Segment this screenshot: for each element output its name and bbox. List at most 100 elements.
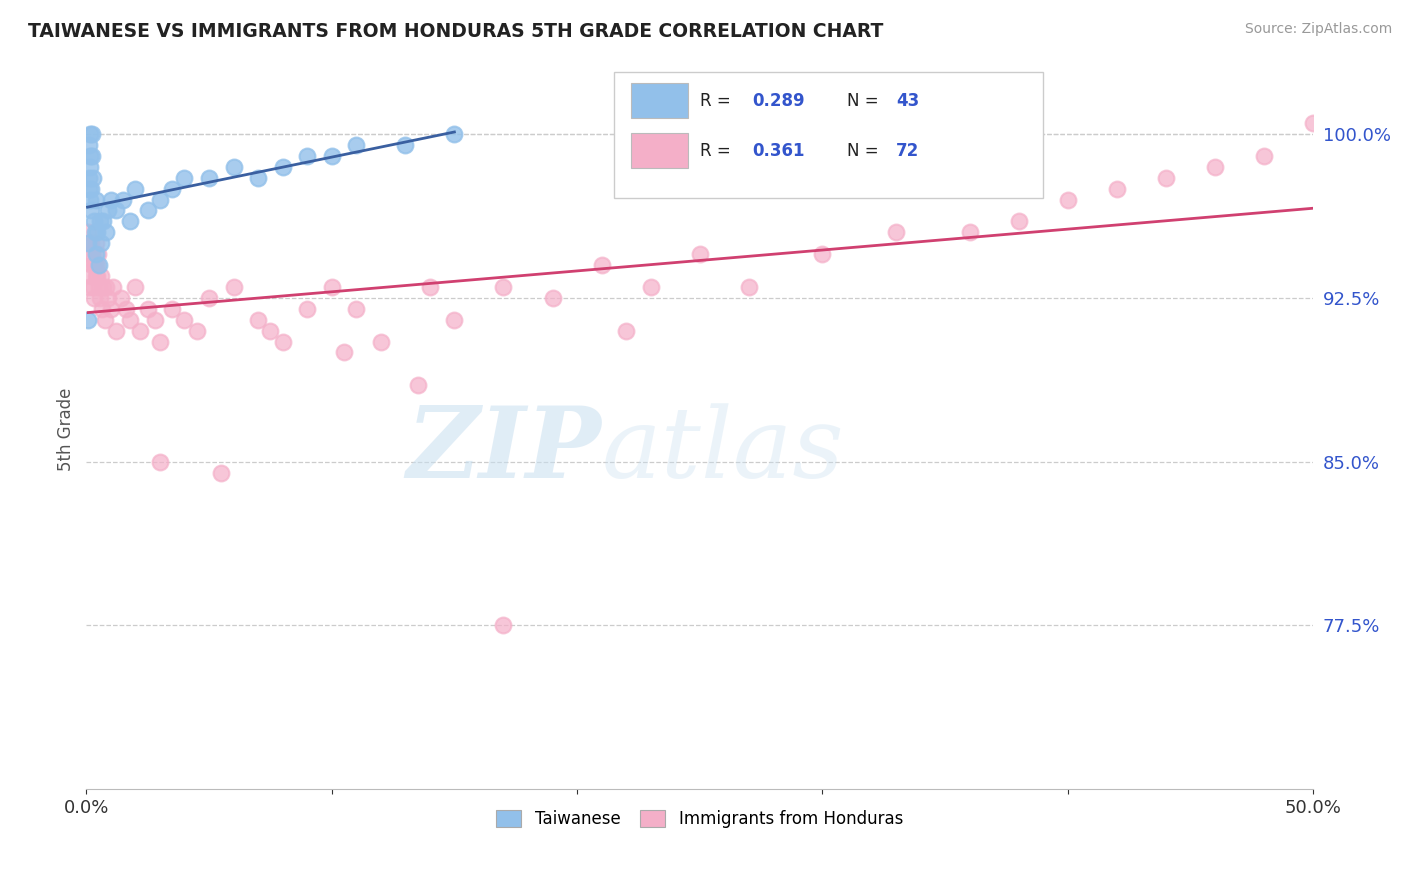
- Point: [83, 214, 105, 228]
- Text: ZIP: ZIP: [406, 402, 602, 499]
- Text: R =: R =: [700, 143, 735, 161]
- Point: [87, 280, 110, 294]
- Point: [321, 149, 343, 163]
- Point: [83, 258, 105, 272]
- Point: [143, 312, 166, 326]
- Point: [79, 149, 101, 163]
- Point: [198, 170, 221, 185]
- Point: [86, 225, 108, 239]
- Point: [492, 618, 515, 632]
- Point: [80, 268, 103, 283]
- Point: [443, 312, 465, 326]
- Point: [295, 301, 318, 316]
- Point: [136, 301, 159, 316]
- Point: [247, 312, 270, 326]
- Point: [77, 236, 100, 251]
- Point: [884, 225, 907, 239]
- Point: [89, 291, 111, 305]
- Point: [271, 334, 294, 349]
- Point: [90, 268, 112, 283]
- Point: [82, 280, 104, 294]
- Point: [89, 214, 111, 228]
- Point: [811, 247, 834, 261]
- Point: [90, 236, 112, 251]
- Point: [209, 466, 232, 480]
- Point: [333, 345, 356, 359]
- Point: [83, 225, 105, 239]
- Point: [1253, 149, 1275, 163]
- Text: 72: 72: [896, 143, 920, 161]
- Point: [83, 258, 105, 272]
- Text: atlas: atlas: [602, 403, 845, 498]
- Point: [77, 225, 100, 239]
- Point: [84, 193, 107, 207]
- Point: [114, 301, 136, 316]
- Point: [321, 280, 343, 294]
- Text: N =: N =: [846, 143, 884, 161]
- Point: [394, 138, 416, 153]
- Point: [79, 138, 101, 153]
- Point: [124, 280, 146, 294]
- Point: [591, 258, 613, 272]
- Point: [271, 160, 294, 174]
- Point: [84, 268, 107, 283]
- Point: [149, 193, 172, 207]
- Point: [93, 312, 115, 326]
- Point: [136, 203, 159, 218]
- Text: Source: ZipAtlas.com: Source: ZipAtlas.com: [1244, 22, 1392, 37]
- Point: [344, 138, 367, 153]
- Text: N =: N =: [846, 92, 884, 110]
- Text: 43: 43: [896, 92, 920, 110]
- Point: [80, 149, 103, 163]
- Point: [149, 455, 172, 469]
- Point: [82, 127, 104, 141]
- Point: [344, 301, 367, 316]
- Point: [94, 280, 117, 294]
- Point: [77, 280, 100, 294]
- Point: [77, 181, 100, 195]
- Point: [79, 160, 101, 174]
- Point: [76, 312, 98, 326]
- Point: [86, 268, 108, 283]
- Point: [247, 170, 270, 185]
- Point: [124, 181, 146, 195]
- Point: [492, 280, 515, 294]
- Point: [97, 203, 120, 218]
- Text: TAIWANESE VS IMMIGRANTS FROM HONDURAS 5TH GRADE CORRELATION CHART: TAIWANESE VS IMMIGRANTS FROM HONDURAS 5T…: [28, 22, 883, 41]
- Point: [160, 181, 183, 195]
- Point: [80, 258, 103, 272]
- Point: [82, 170, 104, 185]
- Point: [1204, 160, 1226, 174]
- FancyBboxPatch shape: [631, 83, 688, 118]
- Point: [93, 214, 115, 228]
- Point: [80, 181, 103, 195]
- Point: [82, 247, 104, 261]
- Point: [80, 203, 103, 218]
- Point: [103, 280, 125, 294]
- Text: R =: R =: [700, 92, 735, 110]
- Point: [443, 127, 465, 141]
- Point: [1105, 181, 1128, 195]
- Y-axis label: 5th Grade: 5th Grade: [58, 387, 75, 471]
- Point: [94, 225, 117, 239]
- Point: [259, 324, 281, 338]
- Point: [640, 280, 662, 294]
- Point: [87, 247, 110, 261]
- Point: [1154, 170, 1177, 185]
- Point: [83, 291, 105, 305]
- Point: [100, 301, 122, 316]
- Point: [1302, 116, 1324, 130]
- FancyBboxPatch shape: [614, 72, 1043, 198]
- Point: [93, 280, 115, 294]
- Point: [129, 324, 152, 338]
- Point: [104, 203, 127, 218]
- Point: [541, 291, 564, 305]
- Point: [104, 324, 127, 338]
- Point: [79, 247, 101, 261]
- Point: [222, 280, 245, 294]
- Point: [198, 291, 221, 305]
- Point: [87, 258, 110, 272]
- Point: [77, 236, 100, 251]
- Point: [738, 280, 761, 294]
- Point: [86, 258, 108, 272]
